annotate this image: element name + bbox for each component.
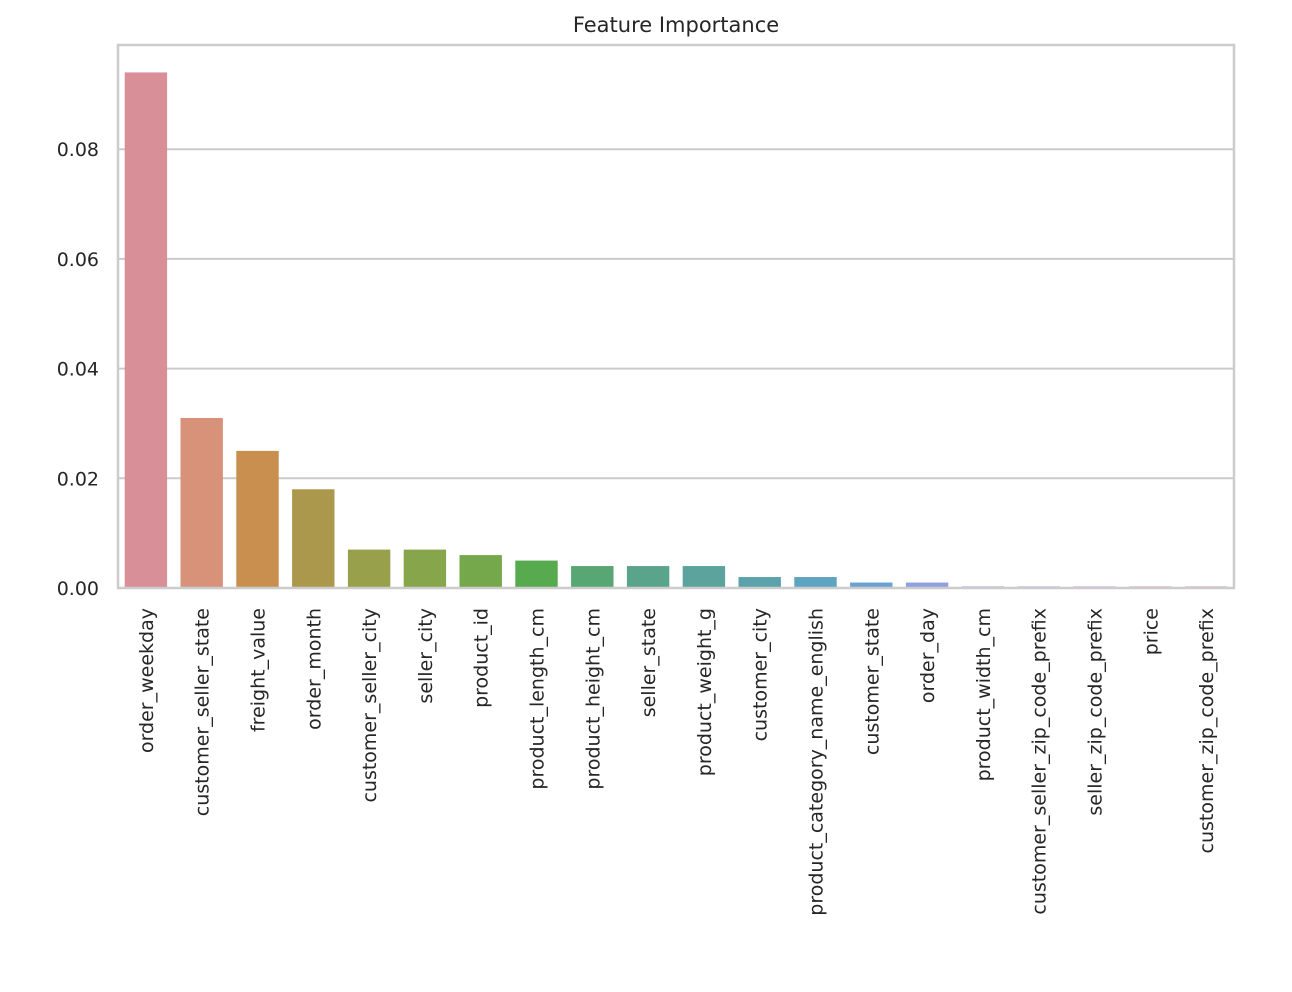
bar (180, 417, 223, 588)
x-tick-label: product_id (471, 608, 493, 708)
x-tick-label: customer_seller_city (359, 608, 381, 803)
x-tick-label: product_weight_g (694, 608, 716, 776)
grid-lines (118, 148, 1234, 589)
y-tick-label: 0.08 (57, 139, 99, 161)
x-tick-label: order_weekday (136, 608, 158, 753)
chart-title: Feature Importance (573, 13, 779, 37)
y-tick-label: 0.06 (57, 249, 99, 271)
bar (347, 549, 391, 588)
x-tick-label: customer_seller_state (192, 608, 214, 816)
x-tick-label: product_height_cm (582, 608, 604, 790)
y-tick-label: 0.04 (57, 359, 99, 381)
y-tick-label: 0.00 (57, 578, 99, 600)
bar (626, 566, 670, 588)
x-tick-label: seller_zip_code_prefix (1085, 608, 1107, 816)
x-tick-label: product_length_cm (527, 608, 549, 790)
bar (905, 582, 949, 588)
bar (738, 577, 781, 588)
x-tick-label: customer_state (861, 608, 883, 755)
x-tick-label: customer_seller_zip_code_prefix (1029, 608, 1051, 915)
bar (459, 555, 502, 588)
bar (124, 72, 168, 588)
x-tick-label: freight_value (248, 608, 270, 732)
bar (850, 582, 893, 588)
x-tick-label: product_category_name_english (806, 608, 828, 916)
bar (236, 450, 279, 588)
y-tick-label: 0.02 (57, 468, 99, 490)
x-tick-label: order_day (917, 608, 939, 703)
axes-frame (116, 43, 1236, 590)
x-tick-label: customer_city (750, 608, 772, 741)
bar (682, 566, 726, 588)
x-tick-label: order_month (303, 608, 325, 730)
x-tick-label: seller_state (638, 608, 660, 717)
x-tick-label: product_width_cm (973, 608, 995, 781)
x-tick-label: price (1140, 608, 1162, 655)
bar (794, 577, 837, 588)
bar (403, 549, 447, 588)
x-tick-label: seller_city (415, 608, 437, 704)
x-tick-label: customer_zip_code_prefix (1196, 608, 1218, 853)
y-axis-ticks: 0.00 0.02 0.04 0.06 0.08 (57, 139, 99, 600)
bar (292, 489, 335, 588)
bars (124, 72, 1228, 588)
bar (571, 566, 614, 588)
bar (515, 560, 558, 588)
x-axis-ticks: order_weekday customer_seller_state freigh… (136, 608, 1218, 916)
